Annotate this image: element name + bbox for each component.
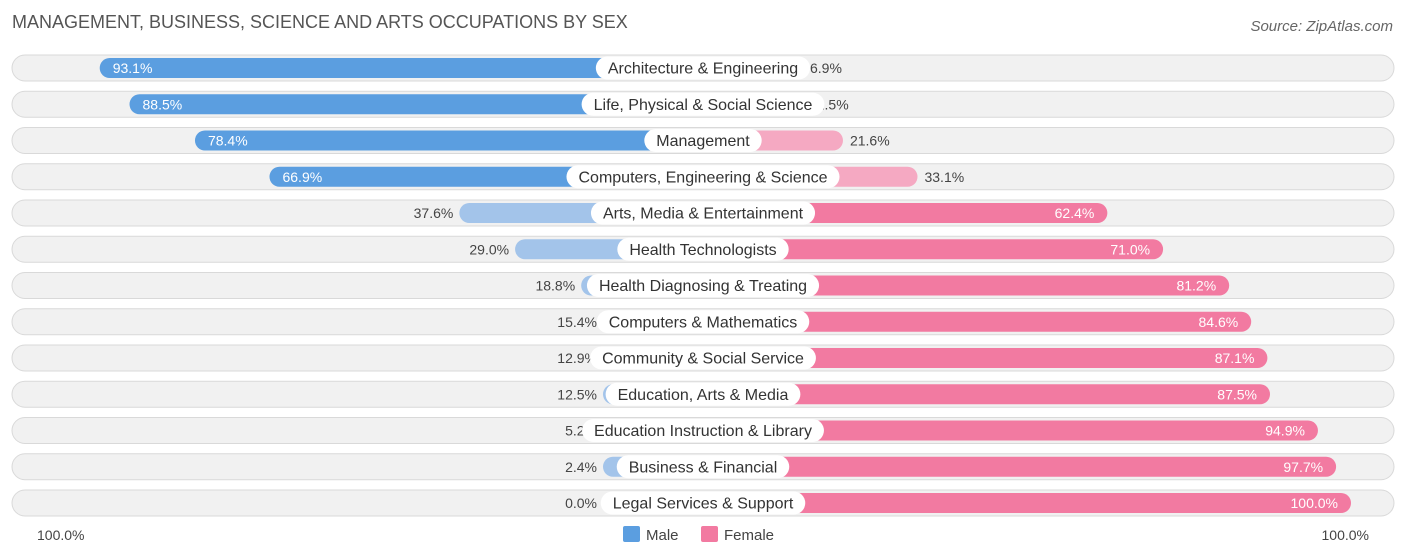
bar-row: 66.9% 33.1% Computers, Engineering & Scien… xyxy=(11,163,1395,191)
chart-source: Source: ZipAtlas.com xyxy=(1250,18,1393,35)
category-pill xyxy=(595,56,811,80)
bar-male xyxy=(194,130,703,151)
bar-row: 5.2% 94.9%Education Instruction & Library xyxy=(11,417,1395,444)
category-pill xyxy=(644,129,762,152)
legend-label-male: Male xyxy=(646,527,679,544)
category-pill xyxy=(600,491,806,515)
value-label-female: 84.6% xyxy=(1199,314,1239,330)
bar-row: 18.8% 81.2% Health Diagnosing & Treating xyxy=(11,272,1395,299)
chart-title: MANAGEMENT, BUSINESS, SCIENCE AND ARTS O… xyxy=(12,12,628,32)
value-label-male: 78.4% xyxy=(208,133,248,149)
legend-label-female: Female xyxy=(724,527,774,544)
value-label-female: 6.9% xyxy=(810,60,842,76)
bar-male xyxy=(129,94,703,115)
bar-row: 93.1% 6.9% Architecture & Engineering xyxy=(11,54,1395,82)
bar-row: 12.5% 87.5% Education, Arts & Media xyxy=(11,380,1395,408)
category-pill xyxy=(582,419,824,442)
bar-female xyxy=(703,493,1351,513)
category-label: Health Diagnosing & Treating xyxy=(599,278,807,295)
category-pill xyxy=(590,201,816,225)
value-label-female: 100.0% xyxy=(1291,495,1338,511)
category-pill xyxy=(605,382,801,406)
value-label-male: 2.4% xyxy=(565,459,597,475)
category-pill xyxy=(590,346,816,370)
category-label: Arts, Media & Entertainment xyxy=(603,206,804,223)
value-label-male: 88.5% xyxy=(143,96,183,112)
category-label: Architecture & Engineering xyxy=(608,61,798,78)
bar-row: 12.9% 87.1% Community & Social Service xyxy=(11,344,1395,372)
bar-row: 15.4% 84.6% Computers & Mathematics xyxy=(11,308,1395,336)
category-pill xyxy=(586,274,820,297)
category-label: Community & Social Service xyxy=(602,351,804,368)
bar-male xyxy=(99,58,704,78)
category-label: Life, Physical & Social Science xyxy=(594,97,813,114)
value-label-male: 18.8% xyxy=(535,278,575,294)
bar-row: 29.0% 71.0% Health Technologists xyxy=(11,235,1395,263)
value-label-female: 62.4% xyxy=(1055,205,1095,221)
legend-swatch-male xyxy=(623,526,640,542)
value-label-male: 12.9% xyxy=(557,350,597,366)
value-label-female: 33.1% xyxy=(924,169,964,185)
bar-female xyxy=(703,348,1268,368)
value-label-male: 0.0% xyxy=(565,495,597,511)
value-label-female: 21.6% xyxy=(850,133,890,149)
value-label-male: 12.5% xyxy=(557,386,597,402)
category-pill xyxy=(617,237,789,261)
bar-row: 2.4% 97.7% Business & Financial xyxy=(11,453,1395,481)
category-label: Computers, Engineering & Science xyxy=(578,169,827,186)
bar-female xyxy=(703,275,1230,296)
bar-female xyxy=(703,384,1270,405)
category-label: Management xyxy=(656,133,750,150)
value-label-male: 66.9% xyxy=(282,169,322,185)
category-pill xyxy=(616,455,790,479)
axis-left-label: 100.0% xyxy=(37,527,84,543)
bar-row: 78.4% 21.6% Management xyxy=(11,127,1395,154)
category-label: Computers & Mathematics xyxy=(609,314,798,331)
legend-swatch-female xyxy=(701,526,718,542)
bar-row: 0.0% 100.0% Legal Services & Support xyxy=(11,489,1395,517)
category-label: Legal Services & Support xyxy=(613,496,794,513)
bar-female xyxy=(703,456,1337,477)
value-label-male: 15.4% xyxy=(557,314,597,330)
value-label-female: 87.1% xyxy=(1215,350,1255,366)
category-pill xyxy=(596,310,810,334)
value-label-female: 81.2% xyxy=(1176,278,1216,294)
axis-right-label: 100.0% xyxy=(1322,527,1369,543)
bar-female xyxy=(703,420,1318,441)
value-label-male: 37.6% xyxy=(414,205,454,221)
category-label: Education, Arts & Media xyxy=(618,387,789,404)
value-label-female: 87.5% xyxy=(1217,386,1257,402)
category-label: Health Technologists xyxy=(629,242,776,259)
value-label-female: 97.7% xyxy=(1283,459,1323,475)
bar-rows: 93.1% 6.9% Architecture & Engineering 88.5%… xyxy=(11,54,1395,517)
bar-female xyxy=(703,239,1164,260)
value-label-male: 29.0% xyxy=(469,241,509,257)
value-label-female: 94.9% xyxy=(1265,423,1305,439)
category-label: Education Instruction & Library xyxy=(594,423,812,440)
bar-row: 88.5% 11.5%Life, Physical & Social Scienc… xyxy=(11,90,1395,118)
bar-row: 37.6% 62.4% Arts, Media & Entertainment xyxy=(11,199,1395,227)
value-label-male: 93.1% xyxy=(113,60,153,76)
category-pill xyxy=(566,165,840,189)
category-label: Business & Financial xyxy=(629,459,778,476)
category-pill xyxy=(581,92,825,116)
value-label-female: 71.0% xyxy=(1110,241,1150,257)
bar-female xyxy=(703,311,1252,332)
legend: Male Female xyxy=(623,526,774,544)
